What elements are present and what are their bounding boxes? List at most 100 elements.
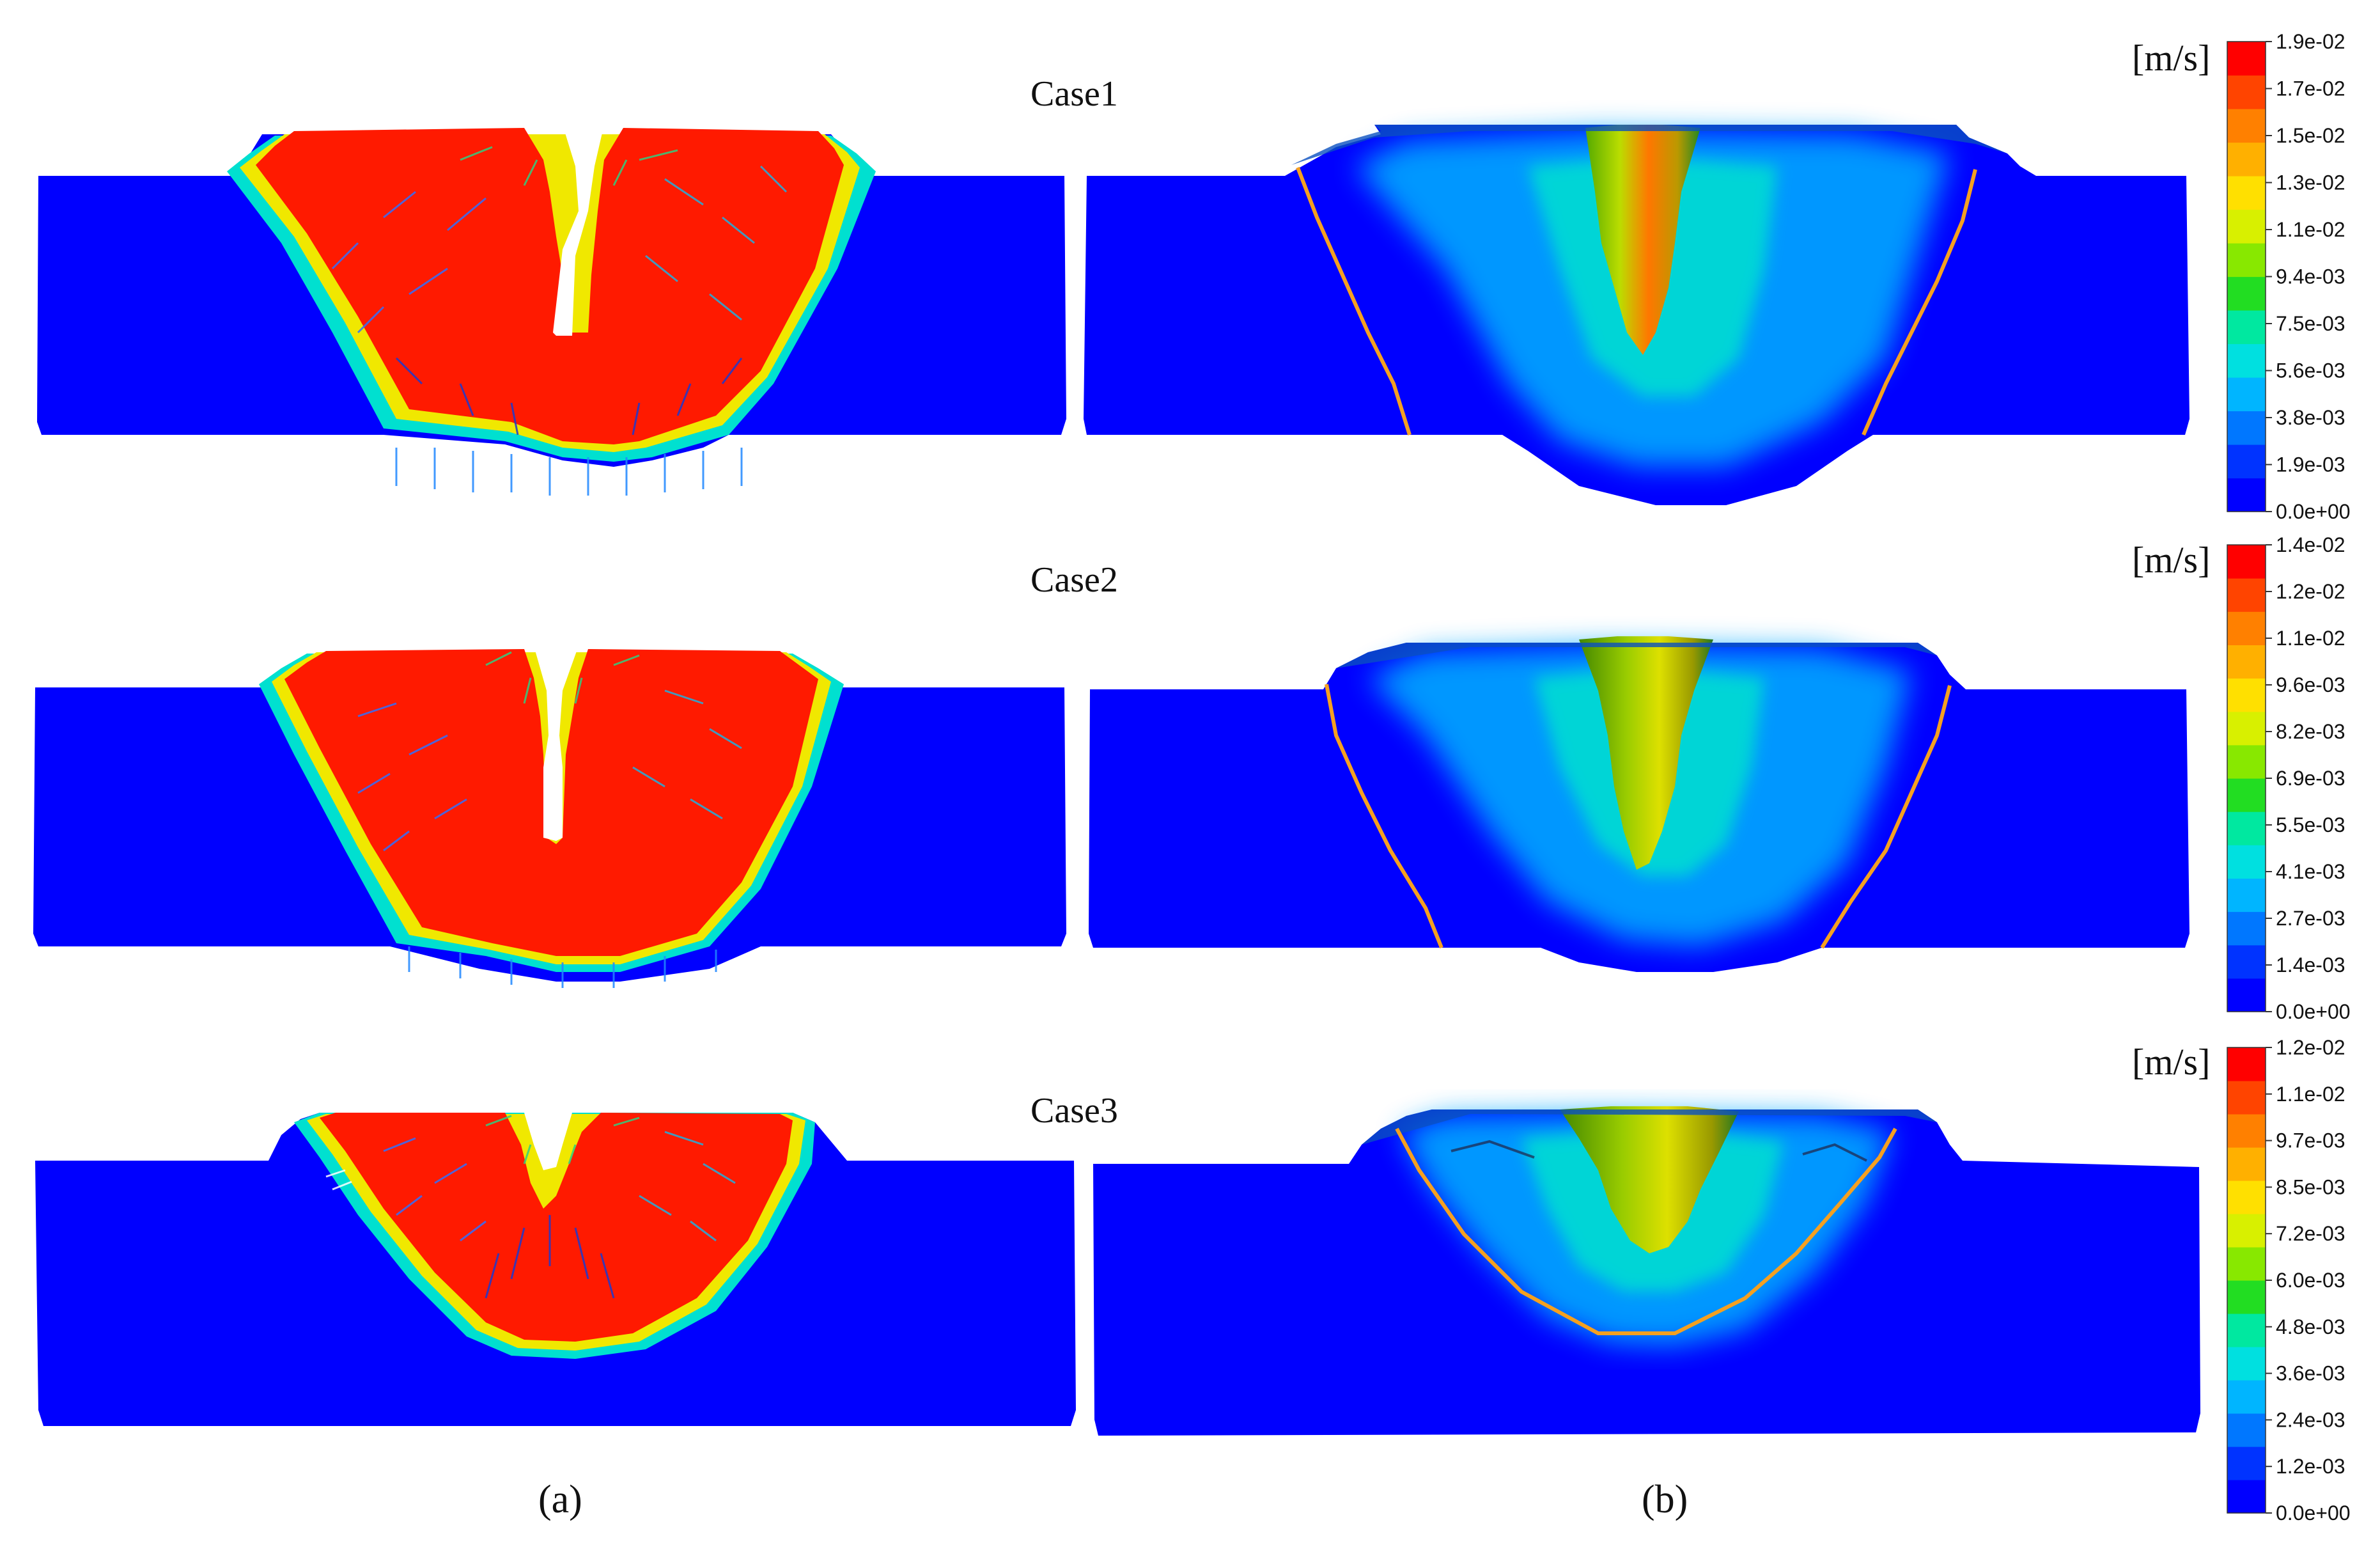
case3-colorbar-tick-label: 1.2e-03 [2276, 1455, 2345, 1478]
case2-colorbar-swatch [2227, 545, 2266, 579]
case3-colorbar-swatch [2227, 1214, 2266, 1248]
case1-colorbar-tick-label: 7.5e-03 [2276, 312, 2345, 335]
case1-velocity-vectors [331, 146, 788, 496]
case1-colorbar-swatch [2227, 42, 2266, 76]
case1-velocity-contour [1084, 125, 2189, 505]
case2-colorbar-swatch [2227, 878, 2266, 913]
case1-colorbar-swatch [2227, 75, 2266, 109]
case3-velocity-contour [1093, 1106, 2200, 1436]
case3-colorbar-tick-label: 1.2e-02 [2276, 1036, 2345, 1059]
case1-colorbar-swatch [2227, 176, 2266, 210]
case1-free-surface [1291, 125, 2007, 165]
case3-label: Case3 [1031, 1091, 1118, 1131]
case2-colorbar-tick-label: 5.5e-03 [2276, 813, 2345, 836]
case3-colorbar-swatch [2227, 1180, 2266, 1214]
case2-colorbar-tick-label: 6.9e-03 [2276, 767, 2345, 790]
case2-colorbar-swatch [2227, 811, 2266, 845]
case1-colorbar-swatch [2227, 343, 2266, 378]
case2-colorbar-swatch [2227, 778, 2266, 812]
case1-colorbar-tick-label: 1.9e-02 [2276, 30, 2345, 53]
case3-molten-pool [320, 1113, 793, 1342]
case1-unit-label: [m/s] [2132, 37, 2210, 79]
case2-colorbar-swatch [2227, 744, 2266, 779]
case3-surface-line [1451, 1140, 1867, 1162]
case3-fusion-line [1395, 1127, 1897, 1335]
panel-b-label: (b) [1642, 1478, 1688, 1521]
case2-colorbar-swatch [2227, 845, 2266, 879]
case2-colorbar-tick-label: 8.2e-03 [2276, 720, 2345, 743]
case1-colorbar-swatch [2227, 377, 2266, 412]
case2-keyhole-b [1579, 636, 1713, 870]
case3-colorbar-swatch [2227, 1347, 2266, 1381]
case1-keyhole-b [1585, 125, 1700, 355]
case3-keyhole-b [1560, 1106, 1739, 1253]
case3-colorbar-swatch [2227, 1081, 2266, 1115]
case2-colorbar-tick-label: 1.2e-02 [2276, 580, 2345, 603]
case1-colorbar-swatch [2227, 109, 2266, 143]
case2-temperature-vector-plot [33, 646, 1066, 988]
case3-unit-label: [m/s] [2132, 1041, 2210, 1083]
case1-colorbar-swatch [2227, 276, 2266, 311]
case3-colorbar: [m/s] 1.2e-02 1.1e-02 9.7e-03 8.5e-03 7.2e-0… [2132, 1036, 2351, 1525]
case2-row: [m/s] 1.4e-02 1.2e-02 1.1e-02 9.6e-03 8.2e-0… [33, 533, 2351, 1023]
case1-colorbar-tick-label: 1.3e-02 [2276, 171, 2345, 194]
case1-colorbar-tick-label: 3.8e-03 [2276, 406, 2345, 429]
case2-colorbar-tick-label: 1.1e-02 [2276, 627, 2345, 650]
case3-row: [m/s] 1.2e-02 1.1e-02 9.7e-03 8.5e-03 7.2e-0… [35, 1036, 2351, 1525]
case3-colorbar-swatch [2227, 1313, 2266, 1347]
case3-colorbar-tick-label: 6.0e-03 [2276, 1269, 2345, 1292]
case3-colorbar-tick-label: 1.1e-02 [2276, 1083, 2345, 1106]
case2-velocity-contour [1089, 636, 2189, 972]
case3-colorbar-tick-label: 9.7e-03 [2276, 1129, 2345, 1152]
case2-colorbar-swatch [2227, 978, 2266, 1012]
case1-colorbar-swatch [2227, 142, 2266, 176]
case2-unit-label: [m/s] [2132, 539, 2210, 581]
case2-molten-pool [284, 649, 818, 956]
case3-colorbar-swatch [2227, 1413, 2266, 1447]
case1-colorbar-swatch [2227, 243, 2266, 278]
case1-colorbar-swatch [2227, 478, 2266, 512]
case3-keyhole-a [524, 1113, 572, 1170]
case1-colorbar-swatch [2227, 411, 2266, 445]
case3-colorbar-swatch [2227, 1114, 2266, 1148]
case2-colorbar-tick-label: 1.4e-02 [2276, 533, 2345, 556]
case1-row: [m/s] 1.9e-02 1.7e-02 1.5e-02 1.3e-02 1.1e-0… [37, 30, 2351, 523]
case2-colorbar: [m/s] 1.4e-02 1.2e-02 1.1e-02 9.6e-03 8.2e-0… [2132, 533, 2351, 1023]
case3-colorbar-tick-label: 8.5e-03 [2276, 1175, 2345, 1198]
case2-colorbar-tick-label: 2.7e-03 [2276, 907, 2345, 930]
case2-keyhole-a [534, 646, 579, 841]
case3-temperature-vector-plot [35, 1113, 1076, 1426]
case3-colorbar-swatch [2227, 1247, 2266, 1281]
case1-fusion-line [1296, 166, 1977, 436]
case1-colorbar-tick-label: 1.9e-03 [2276, 453, 2345, 476]
case3-colorbar-swatch [2227, 1147, 2266, 1181]
case2-fusion-line [1325, 684, 1952, 949]
case1-label: Case1 [1031, 74, 1118, 114]
case1-keyhole-a [553, 125, 604, 336]
case2-colorbar-swatch [2227, 578, 2266, 612]
panel-a-label: (a) [538, 1478, 582, 1521]
case2-colorbar-tick-label: 4.1e-03 [2276, 860, 2345, 883]
case1-colorbar-swatch [2227, 444, 2266, 479]
case2-colorbar-swatch [2227, 945, 2266, 979]
case3-velocity-vectors [325, 1115, 736, 1299]
case3-colorbar-swatch [2227, 1446, 2266, 1480]
case2-free-surface [1336, 643, 1937, 668]
case3-colorbar-swatch [2227, 1380, 2266, 1414]
case2-colorbar-swatch [2227, 611, 2266, 645]
case2-velocity-vectors [357, 651, 742, 988]
case2-colorbar-tick-label: 1.4e-03 [2276, 953, 2345, 976]
case1-temperature-vector-plot [37, 125, 1066, 496]
case2-colorbar-swatch [2227, 645, 2266, 679]
case3-colorbar-tick-label: 2.4e-03 [2276, 1408, 2345, 1431]
case1-colorbar-tick-label: 1.5e-02 [2276, 124, 2345, 147]
case1-colorbar-tick-label: 1.1e-02 [2276, 218, 2345, 241]
case3-colorbar-tick-label: 3.6e-03 [2276, 1362, 2345, 1385]
case1-colorbar-tick-label: 5.6e-03 [2276, 359, 2345, 382]
case3-colorbar-swatch [2227, 1280, 2266, 1314]
case1-colorbar-tick-label: 1.7e-02 [2276, 77, 2345, 100]
case2-label: Case2 [1031, 560, 1118, 600]
case2-colorbar-tick-label: 9.6e-03 [2276, 673, 2345, 696]
case3-colorbar-swatch [2227, 1480, 2266, 1514]
case1-colorbar-swatch [2227, 310, 2266, 345]
